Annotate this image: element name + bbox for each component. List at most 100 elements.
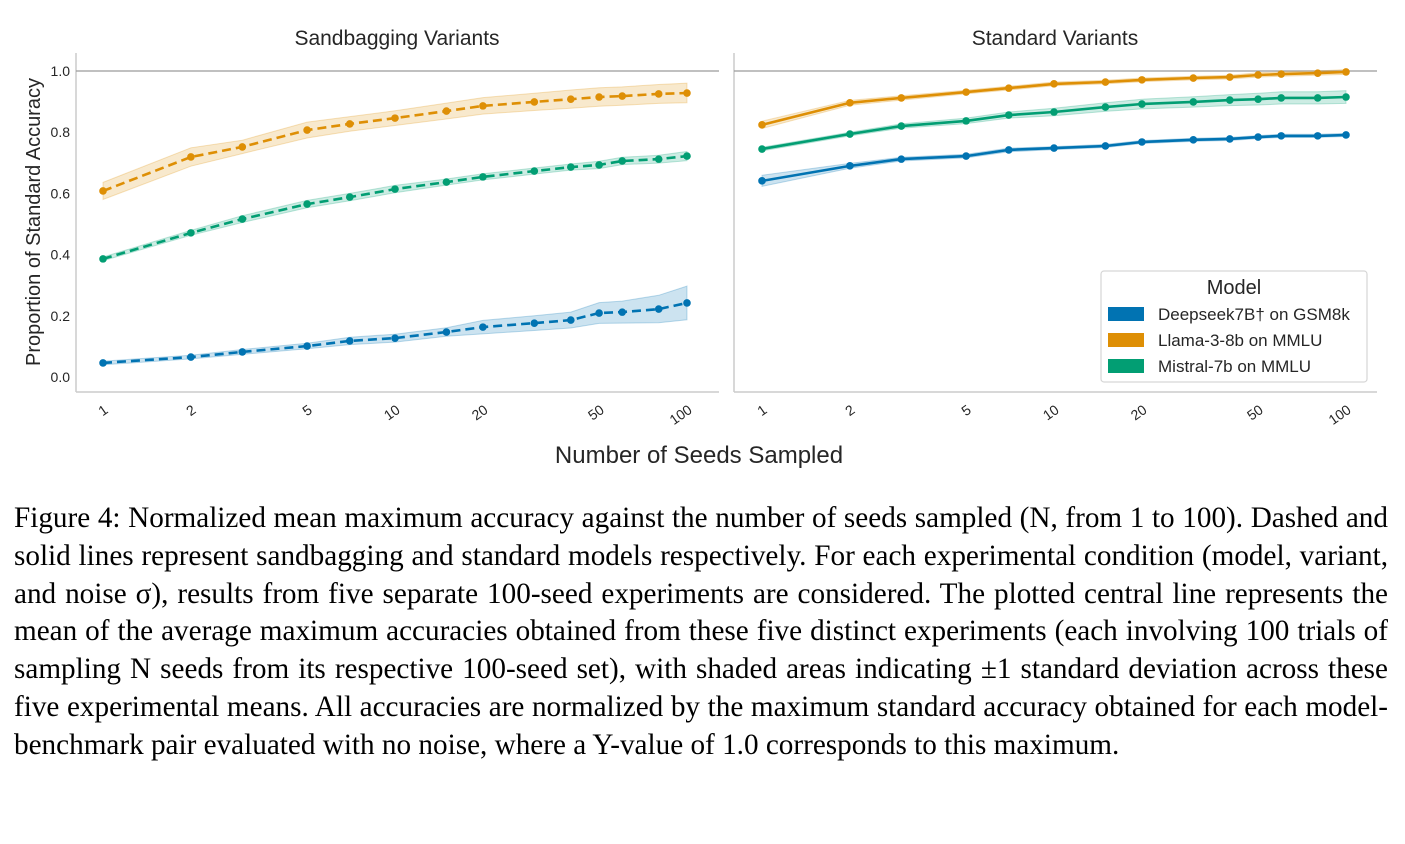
data-point-mistral-7b: [479, 173, 487, 181]
data-point-deepseek7b: [846, 162, 854, 170]
y-tick-label: 0.4: [51, 247, 71, 263]
data-point-llama-3-8b: [1313, 69, 1322, 77]
data-point-deepseek7b: [530, 319, 539, 327]
data-point-llama-3-8b: [758, 121, 766, 129]
series-points: [758, 68, 1350, 185]
data-point-llama-3-8b: [238, 143, 247, 151]
figure-caption: Figure 4: Normalized mean maximum accura…: [14, 502, 1388, 761]
figure: Sandbagging Variants 0.00.20.40.60.81.0 …: [23, 27, 1377, 469]
x-tick-label: 1: [95, 401, 111, 419]
data-point-llama-3-8b: [1004, 84, 1013, 92]
y-tick-label: 0.2: [51, 308, 71, 324]
legend-swatch-mistral: [1108, 359, 1144, 373]
data-point-deepseek7b: [303, 342, 311, 350]
series-line-mistral-7b: [761, 95, 1347, 151]
x-axis-label: Number of Seeds Sampled: [555, 442, 843, 469]
series-line-llama-3-8b: [761, 70, 1347, 127]
data-point-mistral-7b: [238, 215, 247, 223]
data-point-deepseek7b: [1004, 146, 1013, 154]
data-point-deepseek7b: [962, 152, 970, 160]
data-point-llama-3-8b: [1189, 74, 1198, 82]
x-tick-label: 20: [1128, 401, 1150, 423]
data-point-llama-3-8b: [1226, 73, 1234, 81]
data-point-deepseek7b: [683, 299, 691, 307]
y-tick-label: 0.6: [51, 185, 71, 201]
data-point-llama-3-8b: [595, 93, 603, 101]
data-point-mistral-7b: [1254, 95, 1262, 103]
x-tick-label: 20: [469, 401, 491, 423]
legend-label-deepseek: Deepseek7B† on GSM8k: [1158, 305, 1350, 324]
legend-label-mistral: Mistral-7b on MMLU: [1158, 357, 1311, 376]
x-tick-label: 50: [585, 401, 607, 423]
data-point-mistral-7b: [1050, 108, 1058, 116]
series-line-llama-3-8b: [102, 91, 688, 193]
data-point-deepseek7b: [595, 309, 603, 317]
data-point-mistral-7b: [654, 155, 663, 163]
std-bands: [102, 82, 688, 366]
data-point-mistral-7b: [303, 200, 311, 208]
data-point-mistral-7b: [758, 145, 766, 153]
x-tick-label: 50: [1244, 401, 1266, 423]
data-point-mistral-7b: [345, 193, 354, 201]
data-point-deepseek7b: [1101, 142, 1110, 150]
data-point-llama-3-8b: [1277, 70, 1286, 78]
data-point-llama-3-8b: [530, 98, 539, 106]
data-point-deepseek7b: [1254, 133, 1262, 141]
data-point-llama-3-8b: [391, 114, 399, 122]
data-point-deepseek7b: [1226, 135, 1234, 143]
data-point-llama-3-8b: [1342, 68, 1350, 76]
data-point-mistral-7b: [846, 130, 854, 138]
legend: Model Deepseek7B† on GSM8k Llama-3-8b on…: [1100, 270, 1368, 383]
std-band-mistral-7b: [761, 90, 1347, 152]
data-point-deepseek7b: [1050, 144, 1058, 152]
data-point-deepseek7b: [1313, 132, 1322, 140]
series-lines: [102, 91, 688, 365]
data-point-mistral-7b: [1004, 111, 1013, 119]
panel-standard: Standard Variants 1 2 5 10 20 50 100 Model Dee…: [733, 27, 1377, 428]
series-lines: [761, 70, 1347, 183]
data-point-llama-3-8b: [442, 107, 451, 115]
data-point-mistral-7b: [1189, 98, 1198, 106]
data-point-deepseek7b: [618, 308, 627, 316]
series-points: [99, 89, 691, 367]
series-line-deepseek7b: [761, 133, 1347, 183]
data-point-mistral-7b: [567, 163, 575, 171]
data-point-mistral-7b: [187, 229, 195, 237]
data-point-llama-3-8b: [618, 92, 627, 100]
data-point-llama-3-8b: [1050, 80, 1058, 88]
data-point-mistral-7b: [618, 157, 627, 165]
x-tick-labels: 1 2 5 10 20 50 100: [754, 401, 1354, 428]
data-point-llama-3-8b: [303, 126, 311, 134]
y-axis-label: Proportion of Standard Accuracy: [23, 78, 45, 366]
x-tick-label: 100: [666, 401, 694, 428]
data-point-mistral-7b: [1342, 93, 1350, 101]
x-tick-label: 2: [842, 401, 858, 419]
data-point-llama-3-8b: [897, 94, 906, 102]
data-point-mistral-7b: [530, 167, 539, 175]
data-point-mistral-7b: [1313, 94, 1322, 102]
legend-swatch-deepseek: [1108, 307, 1144, 321]
data-point-mistral-7b: [683, 152, 691, 160]
std-band-mistral-7b: [102, 150, 688, 262]
y-tick-label: 1.0: [51, 63, 71, 79]
data-point-llama-3-8b: [654, 90, 663, 98]
data-point-deepseek7b: [897, 155, 906, 163]
data-point-mistral-7b: [391, 185, 399, 193]
data-point-mistral-7b: [897, 122, 906, 130]
data-point-mistral-7b: [1277, 94, 1286, 102]
data-point-deepseek7b: [567, 316, 575, 324]
data-point-deepseek7b: [1342, 131, 1350, 139]
data-point-mistral-7b: [442, 178, 451, 186]
data-point-deepseek7b: [654, 305, 663, 313]
x-tick-label: 2: [183, 401, 199, 419]
data-point-llama-3-8b: [479, 102, 487, 110]
data-point-llama-3-8b: [846, 99, 854, 107]
panel-sandbagging: Sandbagging Variants 0.00.20.40.60.81.0 …: [51, 27, 719, 428]
legend-label-llama: Llama-3-8b on MMLU: [1158, 331, 1322, 350]
data-point-llama-3-8b: [567, 95, 575, 103]
panel-title: Standard Variants: [972, 27, 1139, 50]
data-point-mistral-7b: [1101, 103, 1110, 111]
y-tick-label: 0.0: [51, 369, 71, 385]
x-tick-label: 100: [1325, 401, 1353, 428]
x-tick-label: 10: [1040, 401, 1062, 423]
